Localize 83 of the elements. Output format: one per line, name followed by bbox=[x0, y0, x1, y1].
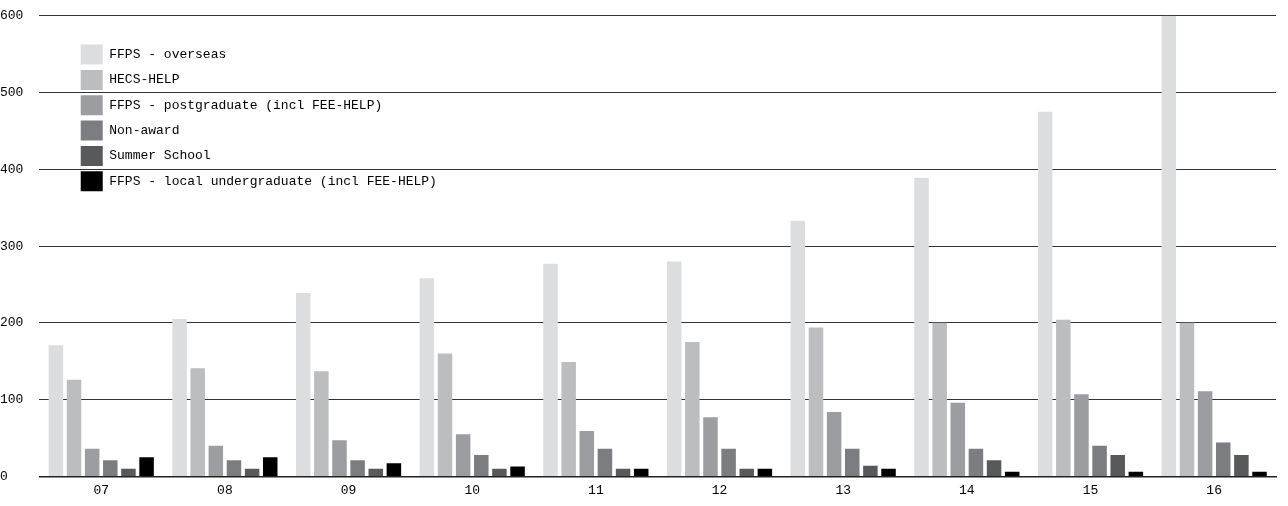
bar bbox=[350, 460, 365, 476]
bar bbox=[685, 342, 700, 476]
bar bbox=[721, 448, 736, 476]
bar bbox=[914, 177, 929, 476]
bar bbox=[1110, 454, 1125, 476]
bar bbox=[1074, 394, 1089, 476]
legend-label: FFPS - postgraduate (incl FEE-HELP) bbox=[109, 97, 383, 113]
x-tick-label: 16 bbox=[1206, 482, 1222, 498]
bar bbox=[1128, 471, 1144, 476]
bar bbox=[437, 353, 453, 476]
bar bbox=[1197, 391, 1213, 476]
legend-label: Non-award bbox=[109, 122, 180, 138]
y-tick-label: 400 bbox=[0, 161, 24, 177]
bar bbox=[968, 448, 984, 476]
bar bbox=[84, 448, 100, 476]
bar bbox=[561, 362, 576, 476]
bar bbox=[1092, 445, 1107, 476]
x-tick-label: 13 bbox=[835, 482, 851, 498]
bar bbox=[881, 468, 896, 476]
bar bbox=[703, 417, 718, 476]
bar bbox=[492, 468, 507, 476]
bar bbox=[986, 460, 1002, 476]
legend-label: FFPS - local undergraduate (incl FEE-HELP) bbox=[109, 173, 437, 189]
bar bbox=[190, 368, 205, 476]
bar bbox=[121, 468, 136, 476]
bar bbox=[579, 431, 595, 476]
y-tick-label: 500 bbox=[0, 85, 24, 100]
legend-label: HECS-HELP bbox=[109, 72, 180, 88]
x-tick-label: 15 bbox=[1082, 482, 1099, 498]
bar bbox=[262, 457, 278, 476]
bar bbox=[295, 292, 311, 476]
x-tick-label: 08 bbox=[217, 482, 233, 498]
legend-label: Summer School bbox=[109, 148, 211, 164]
bar bbox=[757, 468, 773, 476]
x-tick-label: 11 bbox=[588, 482, 604, 498]
bar bbox=[633, 468, 649, 476]
y-tick-label: 200 bbox=[0, 315, 24, 331]
bar bbox=[208, 445, 224, 476]
bar bbox=[666, 261, 682, 476]
bar bbox=[1215, 442, 1231, 476]
x-tick-label: 12 bbox=[711, 482, 728, 498]
y-tick-label: 300 bbox=[0, 238, 24, 254]
bar bbox=[66, 379, 82, 476]
x-tick-label: 07 bbox=[93, 482, 110, 498]
x-tick-label: 14 bbox=[959, 482, 975, 498]
bar bbox=[510, 466, 525, 476]
bar bbox=[386, 463, 402, 476]
bar bbox=[368, 468, 384, 476]
bar bbox=[332, 440, 347, 476]
y-tick-label: 0 bbox=[0, 468, 8, 484]
bar bbox=[1056, 319, 1071, 476]
bar bbox=[314, 371, 329, 476]
bar bbox=[1161, 15, 1177, 476]
bar bbox=[103, 460, 118, 476]
bar bbox=[790, 220, 806, 476]
x-tick-label: 10 bbox=[464, 482, 481, 498]
bar bbox=[950, 402, 966, 476]
bar bbox=[226, 460, 242, 476]
bar bbox=[826, 411, 842, 476]
bar bbox=[845, 448, 860, 476]
bar bbox=[48, 345, 64, 476]
bar bbox=[1234, 454, 1249, 476]
bar bbox=[543, 263, 558, 476]
bar bbox=[419, 278, 435, 476]
bar bbox=[932, 322, 947, 476]
bar bbox=[863, 465, 878, 476]
bar bbox=[1252, 471, 1267, 476]
bar bbox=[244, 468, 260, 476]
bar bbox=[455, 434, 471, 476]
bar bbox=[1037, 111, 1053, 476]
bar bbox=[1179, 322, 1195, 476]
bar bbox=[474, 454, 489, 476]
bar bbox=[597, 448, 613, 476]
y-tick-label: 600 bbox=[0, 8, 24, 24]
bar bbox=[808, 327, 824, 476]
x-tick-label: 09 bbox=[340, 482, 357, 498]
bar bbox=[139, 457, 154, 476]
bar bbox=[615, 468, 631, 476]
y-tick-label: 100 bbox=[0, 392, 24, 408]
bar bbox=[1004, 471, 1020, 476]
legend-label: FFPS - overseas bbox=[109, 47, 227, 62]
bar bbox=[739, 468, 754, 476]
bar bbox=[172, 319, 187, 476]
